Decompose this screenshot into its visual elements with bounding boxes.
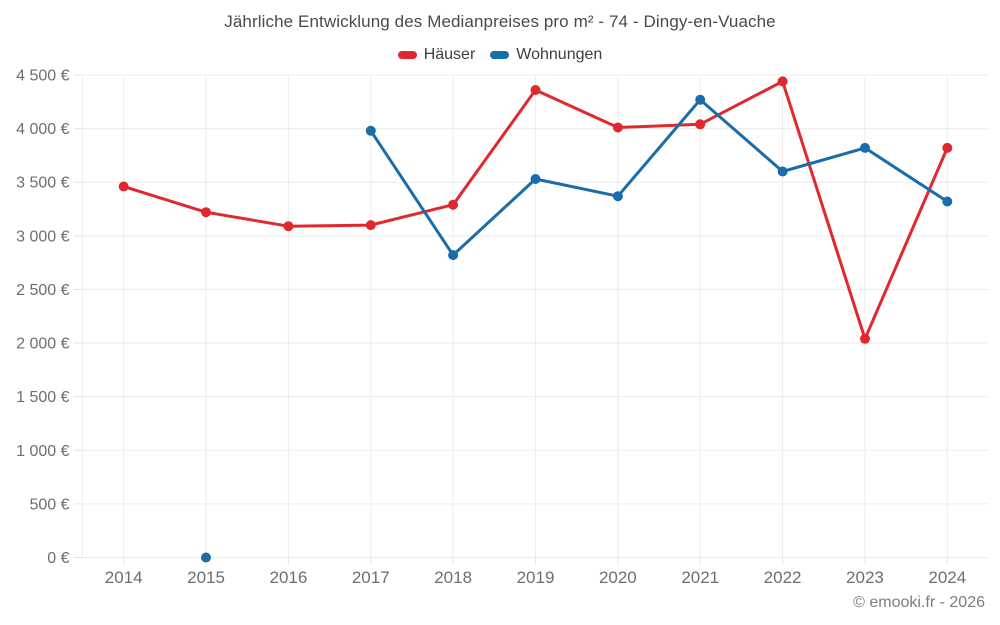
- legend-swatch-hauser: [397, 51, 417, 59]
- x-axis-label: 2023: [846, 568, 884, 587]
- wohnungen-point-2023[interactable]: [860, 142, 870, 153]
- legend-item-wohnungen[interactable]: Wohnungen: [490, 46, 602, 64]
- y-axis-label: 0 €: [47, 550, 69, 567]
- y-axis-label: 3 500 €: [16, 175, 69, 192]
- x-axis-label: 2020: [599, 568, 637, 587]
- hauser-point-2018[interactable]: [448, 199, 459, 210]
- hauser-point-2014[interactable]: [118, 181, 129, 192]
- wohnungen-point-2019[interactable]: [530, 174, 541, 184]
- x-axis-label: 2019: [517, 568, 555, 587]
- x-axis-label: 2016: [269, 568, 307, 587]
- wohnungen-point-2024[interactable]: [942, 196, 953, 207]
- legend: Häuser Wohnungen: [0, 46, 1000, 64]
- hauser-point-2022[interactable]: [777, 76, 788, 87]
- chart-title: Jährliche Entwicklung des Medianpreises …: [224, 12, 776, 31]
- legend-label-hauser: Häuser: [423, 46, 476, 63]
- legend-item-hauser[interactable]: Häuser: [397, 46, 476, 64]
- y-axis-label: 2 000 €: [16, 336, 69, 353]
- wohnungen-point-2018[interactable]: [448, 250, 459, 261]
- x-axis-label: 2021: [681, 568, 719, 587]
- hauser-point-2024[interactable]: [942, 142, 953, 153]
- legend-label-wohnungen: Wohnungen: [516, 46, 603, 63]
- x-axis-label: 2024: [928, 568, 966, 587]
- legend-swatch-wohnungen: [490, 51, 510, 59]
- wohnungen-point-2015[interactable]: [201, 552, 211, 563]
- y-axis-label: 500 €: [29, 496, 69, 513]
- hauser-point-2021[interactable]: [695, 119, 706, 130]
- x-axis-label: 2018: [434, 568, 472, 587]
- wohnungen-point-2020[interactable]: [612, 191, 623, 202]
- wohnungen-point-2017[interactable]: [365, 125, 376, 136]
- x-axis-label: 2014: [105, 568, 143, 587]
- x-axis-label: 2022: [764, 568, 802, 587]
- x-axis-label: 2015: [187, 568, 225, 587]
- y-axis-label: 2 500 €: [16, 282, 69, 299]
- y-axis-label: 4 000 €: [16, 121, 69, 138]
- wohnungen-point-2021[interactable]: [695, 94, 706, 105]
- y-axis-label: 3 000 €: [16, 228, 69, 245]
- hauser-point-2017[interactable]: [365, 220, 376, 231]
- copyright-footer: © emooki.fr - 2026: [853, 594, 985, 611]
- y-axis-label: 4 500 €: [16, 68, 69, 85]
- hauser-point-2016[interactable]: [283, 221, 294, 232]
- wohnungen-point-2022[interactable]: [777, 166, 788, 177]
- wohnungen-line: [369, 98, 949, 257]
- y-axis-label: 1 000 €: [16, 443, 69, 460]
- hauser-point-2020[interactable]: [612, 122, 623, 133]
- x-axis-label: 2017: [352, 568, 390, 587]
- y-axis-label: 1 500 €: [16, 389, 69, 406]
- hauser-point-2023[interactable]: [860, 333, 870, 344]
- hauser-point-2019[interactable]: [530, 85, 541, 95]
- hauser-point-2015[interactable]: [201, 207, 211, 218]
